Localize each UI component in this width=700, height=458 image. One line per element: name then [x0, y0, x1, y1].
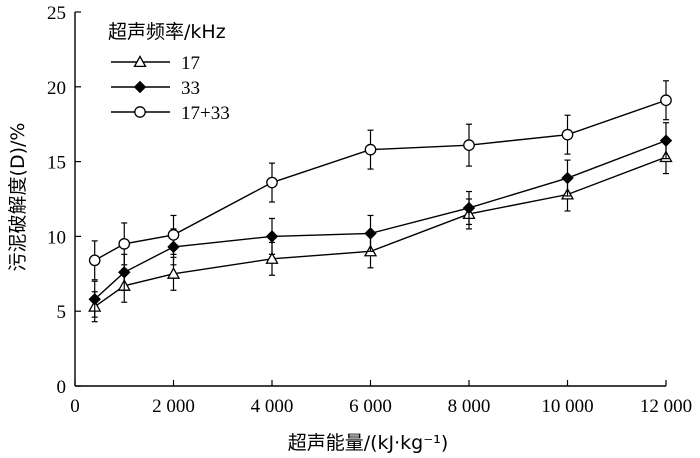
y-axis-ticks: 0 5 10 15 20 25	[47, 3, 81, 398]
x-tick-label: 0	[70, 396, 80, 417]
y-tick-label: 25	[47, 3, 66, 24]
data-point	[364, 143, 377, 156]
x-axis-ticks: 0 2 000 4 000 6 000 8 000 10 000 12 000	[70, 380, 692, 417]
data-point	[660, 94, 672, 107]
y-tick-label: 10	[47, 227, 66, 248]
y-tick-label: 5	[57, 302, 67, 323]
legend-marker	[134, 106, 146, 118]
y-axis-title: 污泥破解度(D)/%	[7, 123, 29, 272]
legend-label: 17+33	[181, 103, 230, 124]
series-line	[94, 156, 667, 308]
legend-label: 33	[181, 78, 200, 99]
data-point	[364, 227, 377, 240]
data-point	[118, 238, 131, 250]
series-line	[94, 99, 667, 261]
series-line	[94, 140, 667, 300]
axes	[74, 12, 666, 387]
series-33	[88, 122, 673, 318]
data-point	[462, 201, 476, 215]
data-point	[118, 266, 131, 279]
data-point	[265, 230, 279, 243]
y-tick-label: 15	[47, 153, 66, 174]
x-tick-label: 8 000	[448, 396, 491, 417]
legend-marker	[133, 55, 147, 68]
series-layer	[88, 80, 673, 323]
legend-label: 17	[181, 53, 200, 74]
x-tick-label: 4 000	[251, 396, 294, 417]
x-tick-label: 2 000	[152, 396, 195, 417]
data-point	[561, 128, 574, 141]
x-tick-label: 6 000	[349, 396, 392, 417]
data-point	[167, 229, 180, 241]
x-axis-title: 超声能量/(kJ·kg⁻¹)	[288, 432, 449, 454]
y-tick-label: 20	[47, 78, 66, 99]
data-point	[463, 139, 475, 151]
x-tick-label: 10 000	[541, 396, 593, 417]
legend-title: 超声频率/kHz	[108, 21, 226, 43]
legend-marker	[133, 80, 147, 94]
data-point	[659, 134, 673, 147]
data-point	[561, 171, 574, 185]
legend: 超声频率/kHz 17 33 17+33	[108, 21, 230, 124]
x-tick-label: 12 000	[640, 396, 692, 417]
series-17plus33	[88, 80, 672, 281]
data-point	[88, 254, 101, 267]
data-point	[266, 176, 278, 189]
data-point	[265, 252, 279, 264]
y-tick-label: 0	[57, 377, 67, 398]
data-point	[166, 266, 181, 279]
data-point	[88, 293, 101, 306]
